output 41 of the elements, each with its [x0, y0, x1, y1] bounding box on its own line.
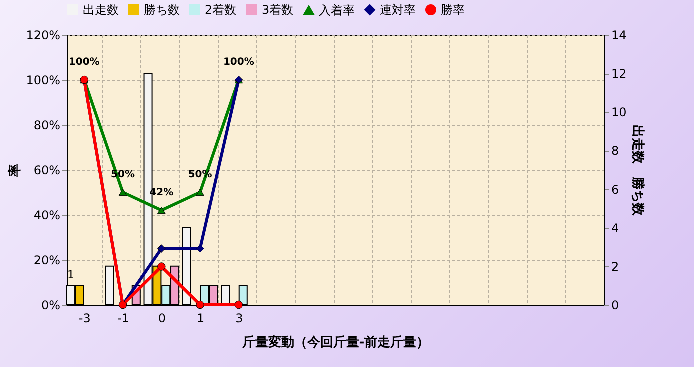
y-tick-label: 20% [34, 254, 60, 268]
y-tick-label: 60% [34, 164, 60, 178]
legend-label: 連対率 [380, 3, 416, 17]
legend-label: 3着数 [262, 3, 294, 17]
y2-tick-label: 0 [612, 298, 620, 312]
y-tick-label: 40% [34, 208, 60, 222]
y2-axis-title: 出走数 勝ち数 [630, 125, 645, 217]
x-tick-label: 1 [196, 312, 205, 326]
data-label: 100% [68, 57, 100, 68]
x-tick-label: 3 [236, 312, 244, 326]
x-axis-title: 斤量変動（今回斤量-前走斤量） [241, 334, 430, 350]
point [196, 244, 204, 253]
legend-label: 勝ち数 [144, 3, 180, 17]
y-tick-label: 120% [26, 28, 60, 42]
legend-label: 入着率 [319, 3, 355, 18]
point [158, 206, 166, 214]
point [196, 188, 204, 196]
y-tick-label: 0% [41, 298, 60, 312]
point [118, 188, 128, 196]
legend-label: 勝率 [441, 3, 465, 17]
x-tick-label: -1 [118, 312, 130, 326]
x-tick-label: 0 [158, 312, 166, 326]
data-label: 1 [68, 268, 75, 282]
y2-tick-label: 4 [612, 221, 620, 236]
y2-tick-label: 12 [612, 67, 627, 82]
y2-tick-label: 2 [612, 260, 620, 274]
y2-tick-label: 8 [612, 144, 620, 158]
point [234, 300, 244, 310]
x-tick-label: -3 [78, 312, 91, 326]
y2-tick-label: 6 [612, 182, 620, 197]
legend-label: 2着数 [205, 3, 237, 17]
y2-tick-label: 10 [612, 106, 627, 120]
data-label: 100% [223, 57, 254, 68]
point [158, 262, 166, 271]
y-tick-label: 80% [34, 118, 60, 132]
y-tick-label: 100% [26, 74, 60, 88]
point [158, 244, 166, 253]
point [196, 300, 204, 310]
y-axis-title: 率 [7, 164, 24, 178]
y2-tick-label: 14 [612, 28, 627, 42]
legend-label: 出走数 [83, 3, 119, 17]
